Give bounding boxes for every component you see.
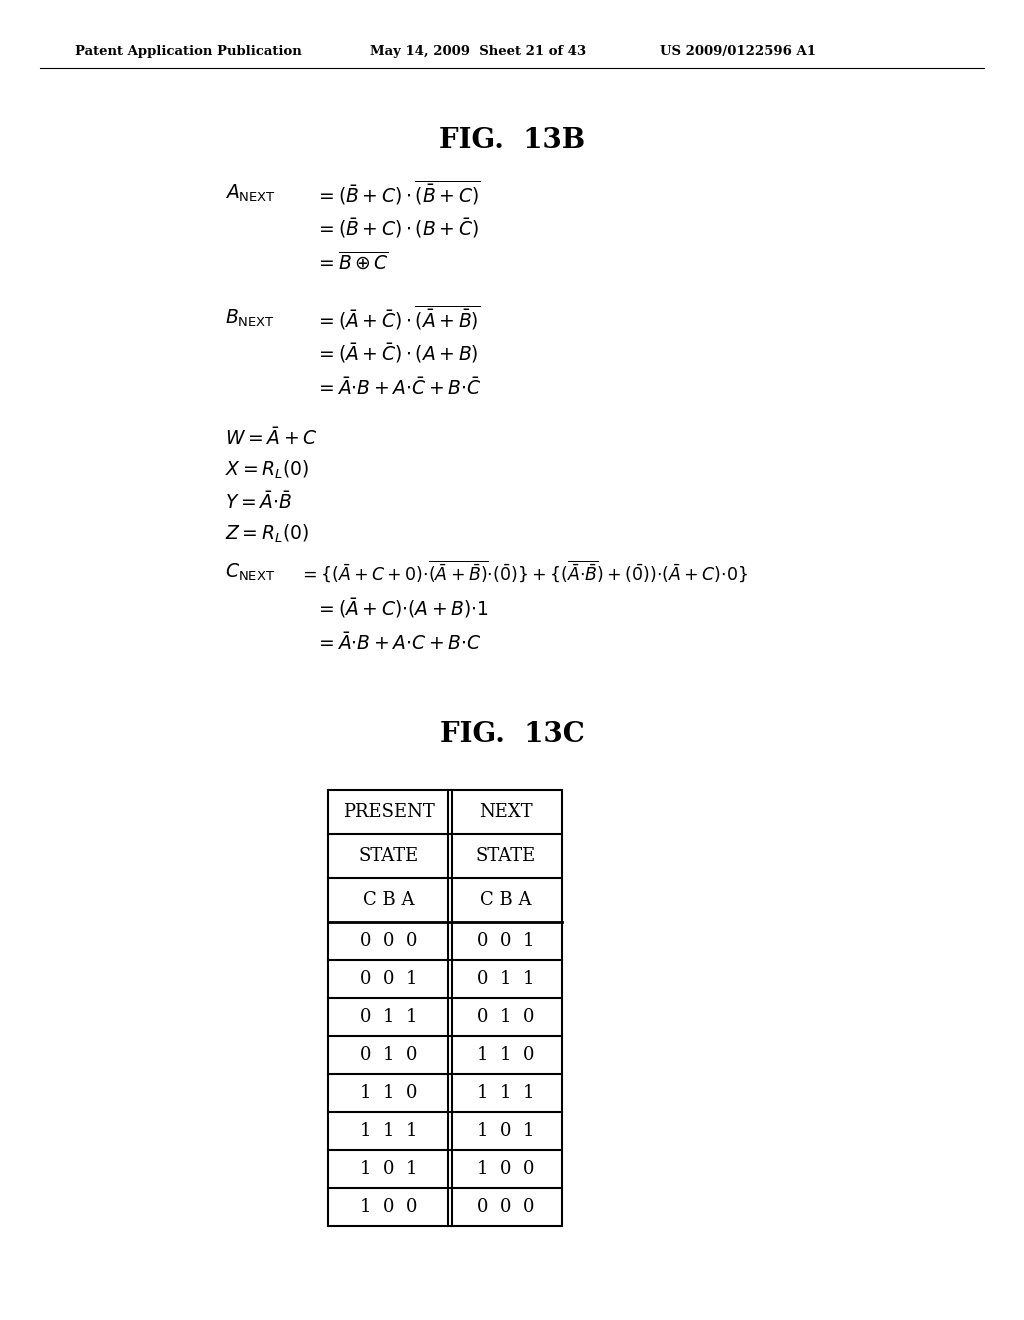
- Text: $= (\bar{B} + C) \cdot (B + \bar{C})$: $= (\bar{B} + C) \cdot (B + \bar{C})$: [315, 216, 479, 240]
- Text: STATE: STATE: [476, 847, 537, 865]
- Text: $= (\bar{A} + \bar{C}) \cdot (A + B)$: $= (\bar{A} + \bar{C}) \cdot (A + B)$: [315, 341, 478, 364]
- Text: $X = R_L(0)$: $X = R_L(0)$: [225, 459, 309, 482]
- Text: $= (\bar{B} + C) \cdot \overline{(\bar{B} + C)}$: $= (\bar{B} + C) \cdot \overline{(\bar{B…: [315, 178, 480, 207]
- Text: $Y = \bar{A} {\cdot} \bar{B}$: $Y = \bar{A} {\cdot} \bar{B}$: [225, 491, 292, 513]
- Text: C B A: C B A: [364, 891, 415, 909]
- Text: $C_{\sf NEXT}$: $C_{\sf NEXT}$: [225, 561, 275, 582]
- Text: $= \bar{A} {\cdot} B + A {\cdot} C + B {\cdot} C$: $= \bar{A} {\cdot} B + A {\cdot} C + B {…: [315, 632, 481, 653]
- Text: $= (\bar{A} + \bar{C}) \cdot \overline{(\bar{A} + \bar{B})}$: $= (\bar{A} + \bar{C}) \cdot \overline{(…: [315, 304, 480, 333]
- Text: 1  1  1: 1 1 1: [360, 1122, 418, 1140]
- Text: 1  0  1: 1 0 1: [360, 1160, 418, 1177]
- Text: May 14, 2009  Sheet 21 of 43: May 14, 2009 Sheet 21 of 43: [370, 45, 586, 58]
- Text: FIG.  13B: FIG. 13B: [439, 127, 585, 153]
- Text: 0  1  1: 0 1 1: [477, 970, 535, 987]
- Text: 0  0  0: 0 0 0: [360, 932, 418, 950]
- Text: $= \overline{B \oplus C}$: $= \overline{B \oplus C}$: [315, 252, 389, 273]
- Text: 0  1  1: 0 1 1: [360, 1008, 418, 1026]
- Text: 0  1  0: 0 1 0: [360, 1045, 418, 1064]
- Text: 1  1  0: 1 1 0: [477, 1045, 535, 1064]
- Text: C B A: C B A: [480, 891, 531, 909]
- Bar: [328, 789, 562, 1226]
- Text: 1  0  0: 1 0 0: [477, 1160, 535, 1177]
- Text: 0  0  1: 0 0 1: [477, 932, 535, 950]
- Text: $Z = R_L(0)$: $Z = R_L(0)$: [225, 523, 309, 545]
- Text: 1  1  1: 1 1 1: [477, 1084, 535, 1102]
- Text: 0  1  0: 0 1 0: [477, 1008, 535, 1026]
- Text: 1  0  1: 1 0 1: [477, 1122, 535, 1140]
- Text: $= (\bar{A} + C) {\cdot} (A + B) {\cdot} 1$: $= (\bar{A} + C) {\cdot} (A + B) {\cdot}…: [315, 597, 489, 620]
- Text: Patent Application Publication: Patent Application Publication: [75, 45, 302, 58]
- Text: NEXT: NEXT: [479, 803, 532, 821]
- Text: $A_{\sf NEXT}$: $A_{\sf NEXT}$: [225, 182, 276, 203]
- Text: $B_{\sf NEXT}$: $B_{\sf NEXT}$: [225, 308, 275, 329]
- Text: $W = \bar{A} + C$: $W = \bar{A} + C$: [225, 428, 317, 449]
- Text: US 2009/0122596 A1: US 2009/0122596 A1: [660, 45, 816, 58]
- Text: STATE: STATE: [358, 847, 419, 865]
- Text: 1  1  0: 1 1 0: [360, 1084, 418, 1102]
- Text: FIG.  13C: FIG. 13C: [439, 722, 585, 748]
- Text: 0  0  0: 0 0 0: [477, 1199, 535, 1216]
- Text: PRESENT: PRESENT: [343, 803, 435, 821]
- Text: 0  0  1: 0 0 1: [360, 970, 418, 987]
- Text: $= \bar{A} {\cdot} B + A {\cdot} \bar{C} + B {\cdot} \bar{C}$: $= \bar{A} {\cdot} B + A {\cdot} \bar{C}…: [315, 378, 481, 399]
- Text: $= \{(\bar{A} + C + 0) {\cdot} \overline{(\bar{A} + \bar{B})} {\cdot} (\bar{0})\: $= \{(\bar{A} + C + 0) {\cdot} \overline…: [299, 558, 748, 585]
- Text: 1  0  0: 1 0 0: [360, 1199, 418, 1216]
